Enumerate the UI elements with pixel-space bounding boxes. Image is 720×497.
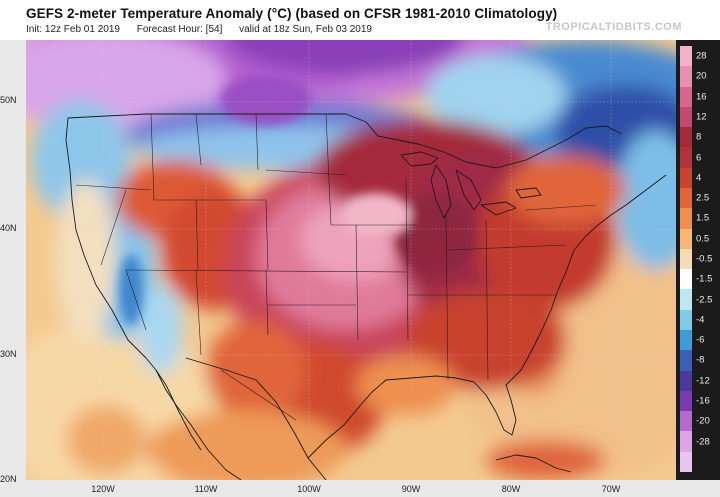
colorbar-label: -16 (696, 395, 710, 407)
colorbar-swatch (680, 269, 692, 290)
colorbar-label: -0.5 (696, 253, 713, 265)
colorbar-swatch (680, 127, 692, 148)
colorbar-label: 12 (696, 111, 707, 123)
colorbar-swatch (680, 66, 692, 88)
lon-label-120w: 120W (91, 484, 115, 494)
coastlines (65, 113, 667, 480)
colorbar: 28 20 16 12 8 6 4 2.5 1.5 0.5 -0.5 -1.5 -2.5 -4 -6 -8 -1… (676, 40, 720, 480)
state-borders (75, 113, 597, 421)
colorbar-swatch (680, 86, 692, 108)
colorbar-swatch (680, 46, 692, 67)
header: GEFS 2-meter Temperature Anomaly (°C) (b… (0, 0, 720, 40)
colorbar-swatch (680, 248, 692, 270)
lat-label-40n: 40N (0, 223, 17, 233)
colorbar-swatch (680, 147, 692, 169)
colorbar-label: 6 (696, 152, 702, 164)
colorbar-swatch (680, 167, 692, 189)
lon-label-80w: 80W (501, 484, 521, 494)
colorbar-swatch (680, 309, 692, 331)
colorbar-swatch (680, 350, 692, 372)
init-time: Init: 12z Feb 01 2019 (26, 24, 120, 35)
lon-label-70w: 70W (601, 484, 621, 494)
colorbar-label: -4 (696, 314, 705, 326)
forecast-hour: Forecast Hour: [54] (136, 24, 223, 35)
lat-label-30n: 30N (0, 349, 17, 359)
colorbar-label: -8 (696, 354, 705, 366)
colorbar-swatch (680, 106, 692, 128)
lat-label-20n: 20N (0, 474, 17, 484)
colorbar-swatch (680, 390, 692, 412)
colorbar-swatch (680, 411, 692, 432)
colorbar-swatch (680, 208, 692, 230)
colorbar-label: -12 (696, 375, 710, 387)
brand-watermark: TROPICALTIDBITS.COM (545, 21, 682, 33)
colorbar-label: 16 (696, 91, 707, 103)
colorbar-label: 2.5 (696, 192, 710, 204)
colorbar-label: -28 (696, 436, 710, 448)
colorbar-swatch (680, 188, 692, 209)
colorbar-swatch (680, 330, 692, 351)
colorbar-label: 8 (696, 131, 702, 143)
anomaly-field (26, 40, 676, 480)
colorbar-label: -20 (696, 415, 710, 427)
colorbar-label: 1.5 (696, 212, 710, 224)
lon-label-100w: 100W (297, 484, 321, 494)
lon-label-110w: 110W (194, 484, 218, 494)
colorbar-label: -1.5 (696, 273, 713, 285)
colorbar-label: 0.5 (696, 233, 710, 245)
subtitle: Init: 12z Feb 01 2019 Forecast Hour: [54… (26, 24, 386, 35)
colorbar-swatch (680, 228, 692, 250)
lat-label-50n: 50N (0, 95, 17, 105)
colorbar-swatch (680, 451, 692, 473)
valid-time: valid at 18z Sun, Feb 03 2019 (239, 24, 372, 35)
colorbar-label: 28 (696, 50, 707, 62)
colorbar-label: -2.5 (696, 294, 713, 306)
colorbar-label: 20 (696, 70, 707, 82)
anomaly-map (26, 40, 676, 480)
colorbar-swatch (680, 370, 692, 392)
colorbar-label: 4 (696, 172, 702, 184)
colorbar-swatch (680, 289, 692, 311)
anomaly-detail (119, 75, 476, 325)
map-svg (26, 40, 676, 480)
chart-title: GEFS 2-meter Temperature Anomaly (°C) (b… (26, 6, 558, 21)
colorbar-swatch (680, 431, 692, 453)
colorbar-label: -6 (696, 334, 705, 346)
lon-label-90w: 90W (401, 484, 421, 494)
